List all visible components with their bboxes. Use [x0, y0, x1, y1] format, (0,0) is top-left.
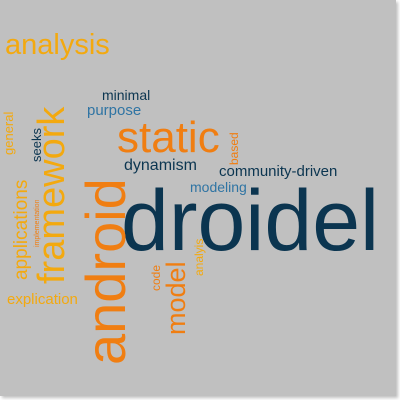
word-implementation: implementation	[34, 199, 41, 247]
word-droidel: droidel	[121, 173, 380, 269]
word-community-driven: community-driven	[219, 163, 338, 180]
word-seeks: seeks	[29, 128, 44, 162]
word-android: android	[74, 178, 137, 365]
word-model: model	[161, 261, 191, 335]
word-static: static	[117, 113, 220, 162]
word-analysis: analysis	[5, 29, 110, 61]
word-explication: explication	[7, 291, 78, 308]
word-general: general	[1, 111, 16, 155]
word-applications: applications	[11, 179, 32, 280]
word-dynamism: dynamism	[124, 157, 197, 174]
word-analyis: analyis	[192, 238, 206, 276]
word-modeling: modeling	[190, 179, 247, 195]
word-purpose: purpose	[87, 102, 142, 119]
word-minimal: minimal	[102, 87, 151, 103]
word-based: based	[227, 132, 241, 165]
